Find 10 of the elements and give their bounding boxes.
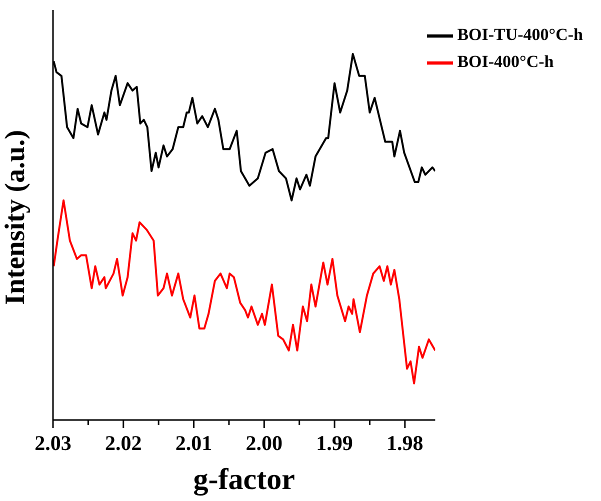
x-tick-label: 1.99 — [316, 431, 353, 455]
x-tick-label: 2.02 — [105, 431, 142, 455]
x-tick-label: 2.03 — [34, 431, 72, 455]
x-tick-label: 1.98 — [386, 431, 424, 455]
legend-label: BOI-400°C-h — [457, 52, 554, 72]
legend-label: BOI-TU-400°C-h — [457, 25, 583, 44]
y-axis-title: Intensity (a.u.) — [0, 130, 31, 305]
x-tick-label: 2.01 — [175, 431, 212, 455]
x-tick-label: 2.00 — [246, 431, 283, 455]
x-axis-title: g-factor — [193, 463, 295, 496]
